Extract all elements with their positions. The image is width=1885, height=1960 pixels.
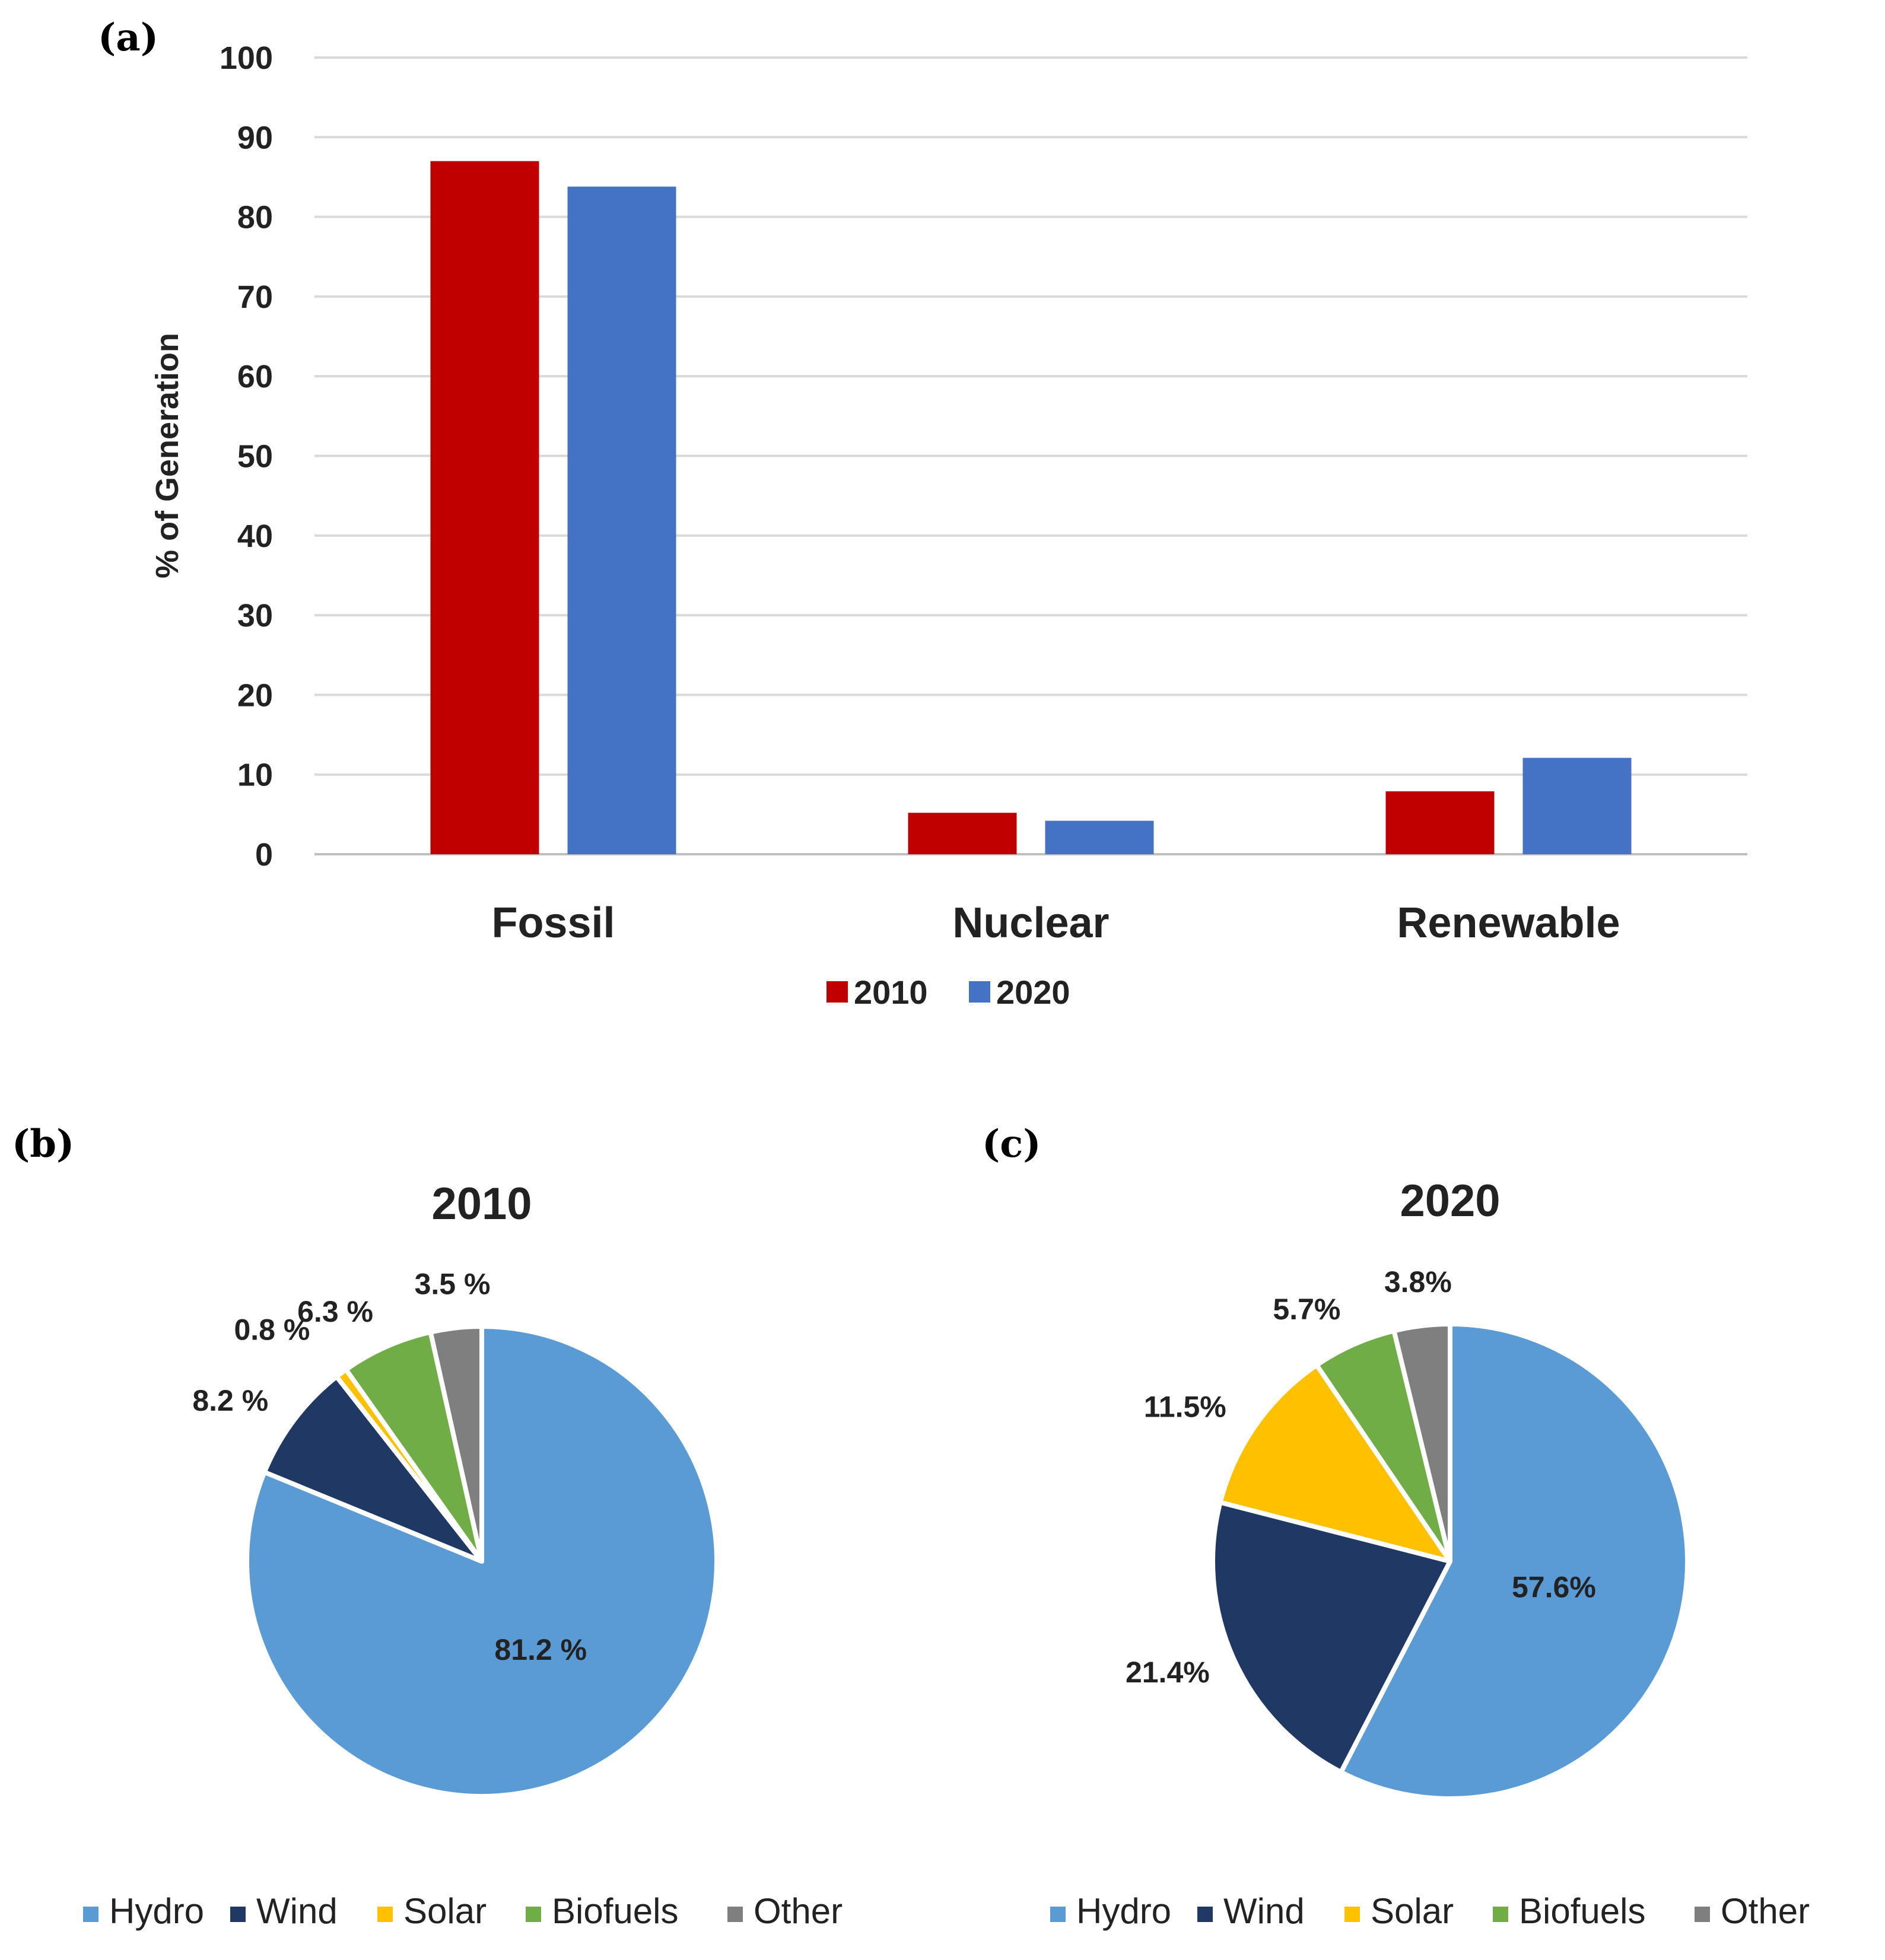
legend-label-biofuels: Biofuels bbox=[552, 1891, 678, 1931]
pie-label-hydro: 81.2 % bbox=[494, 1633, 587, 1666]
y-tick-label: 80 bbox=[237, 200, 273, 236]
legend-label-2020: 2020 bbox=[996, 973, 1070, 1011]
legend-swatch-biofuels bbox=[526, 1907, 541, 1922]
pie-label-other: 3.8% bbox=[1384, 1265, 1452, 1299]
bar-bars bbox=[430, 161, 1632, 855]
legend-swatch-hydro bbox=[1050, 1907, 1066, 1922]
bar-legend: 2010 2020 bbox=[827, 973, 1070, 1011]
legend-label-wind: Wind bbox=[256, 1891, 338, 1931]
pie-label-wind: 21.4% bbox=[1126, 1656, 1210, 1689]
bar-fossil-2010 bbox=[430, 161, 539, 855]
legend-swatch-wind bbox=[230, 1907, 246, 1922]
pie-label-wind: 8.2 % bbox=[192, 1384, 268, 1417]
legend-swatch-other bbox=[727, 1907, 743, 1922]
legend-swatch-solar bbox=[377, 1907, 393, 1922]
legend-swatch-biofuels bbox=[1493, 1907, 1508, 1922]
y-tick-label: 90 bbox=[237, 120, 273, 155]
category-label-renewable: Renewable bbox=[1397, 899, 1620, 947]
pie-title: 2020 bbox=[1400, 1176, 1500, 1226]
pie-label-solar: 0.8 % bbox=[234, 1313, 310, 1346]
y-tick-label: 30 bbox=[237, 598, 273, 634]
bar-y-axis-title: % of Generation bbox=[150, 333, 185, 578]
pie-slice-other bbox=[1391, 1322, 1452, 1564]
pie-label-biofuels: 6.3 % bbox=[297, 1295, 373, 1328]
legend-swatch-2020 bbox=[969, 981, 990, 1003]
legend-swatch-wind bbox=[1197, 1907, 1213, 1922]
y-tick-label: 20 bbox=[237, 677, 273, 713]
y-tick-label: 100 bbox=[220, 40, 273, 76]
y-tick-label: 0 bbox=[255, 837, 273, 873]
bar-renewable-2020 bbox=[1522, 758, 1632, 854]
legend-swatch-solar bbox=[1344, 1907, 1360, 1922]
legend-label-hydro: Hydro bbox=[1076, 1891, 1171, 1931]
pie-title: 2010 bbox=[431, 1179, 532, 1229]
pie-slice-solar bbox=[1218, 1363, 1452, 1564]
pie-slice-other bbox=[428, 1324, 484, 1564]
legend-label-biofuels: Biofuels bbox=[1519, 1891, 1645, 1931]
legend-label-2010: 2010 bbox=[854, 973, 928, 1011]
bar-renewable-2010 bbox=[1385, 791, 1495, 854]
pie-slice-wind bbox=[262, 1374, 484, 1564]
bar-y-tick-labels: 0 10 20 30 40 50 60 70 80 90 100 bbox=[220, 40, 273, 873]
pie-chart-2010: 2010 81.2 % 8.2 % 0.8 %6.3 % 3.5 % Hydro Wind S… bbox=[83, 1179, 843, 1931]
bar-nuclear-2010 bbox=[908, 813, 1017, 854]
panel-label-a: (a) bbox=[98, 15, 158, 60]
legend-label-other: Other bbox=[754, 1891, 843, 1931]
legend-label-other: Other bbox=[1721, 1891, 1810, 1931]
panel-label-b: (b) bbox=[12, 1122, 74, 1166]
category-label-nuclear: Nuclear bbox=[952, 899, 1109, 947]
y-tick-label: 10 bbox=[237, 758, 273, 793]
pie-slice-hydro bbox=[1339, 1322, 1690, 1801]
legend-swatch-other bbox=[1695, 1907, 1710, 1922]
legend-label-solar: Solar bbox=[403, 1891, 487, 1931]
pie-label-hydro: 57.6% bbox=[1512, 1571, 1596, 1604]
y-tick-label: 60 bbox=[237, 359, 273, 394]
pie-slice-biofuels bbox=[344, 1329, 484, 1564]
y-tick-label: 50 bbox=[237, 439, 273, 475]
pie-slice-wind bbox=[1210, 1500, 1452, 1775]
legend-swatch-2010 bbox=[827, 981, 848, 1003]
legend-swatch-hydro bbox=[83, 1907, 98, 1922]
pie-label-biofuels: 5.7% bbox=[1273, 1293, 1340, 1326]
category-label-fossil: Fossil bbox=[491, 899, 615, 947]
bar-category-labels: Fossil Nuclear Renewable bbox=[491, 899, 1620, 947]
bar-chart: 0 10 20 30 40 50 60 70 80 90 100 % of Generation F… bbox=[150, 40, 1747, 1011]
legend-label-hydro: Hydro bbox=[109, 1891, 204, 1931]
y-tick-label: 40 bbox=[237, 518, 273, 554]
bar-nuclear-2020 bbox=[1045, 820, 1154, 854]
legend-label-wind: Wind bbox=[1223, 1891, 1305, 1931]
panel-label-c: (c) bbox=[982, 1122, 1041, 1166]
pie-label-solar: 11.5% bbox=[1144, 1390, 1226, 1423]
y-tick-label: 70 bbox=[237, 279, 273, 315]
bar-grid bbox=[314, 56, 1747, 855]
bar-fossil-2020 bbox=[567, 186, 676, 854]
pie-chart-2020: 2020 57.6% 21.4% 11.5% 5.7% 3.8% Hydro Wind Sola… bbox=[1050, 1176, 1810, 1931]
legend-label-solar: Solar bbox=[1371, 1891, 1454, 1931]
pie-label-other: 3.5 % bbox=[415, 1268, 491, 1301]
